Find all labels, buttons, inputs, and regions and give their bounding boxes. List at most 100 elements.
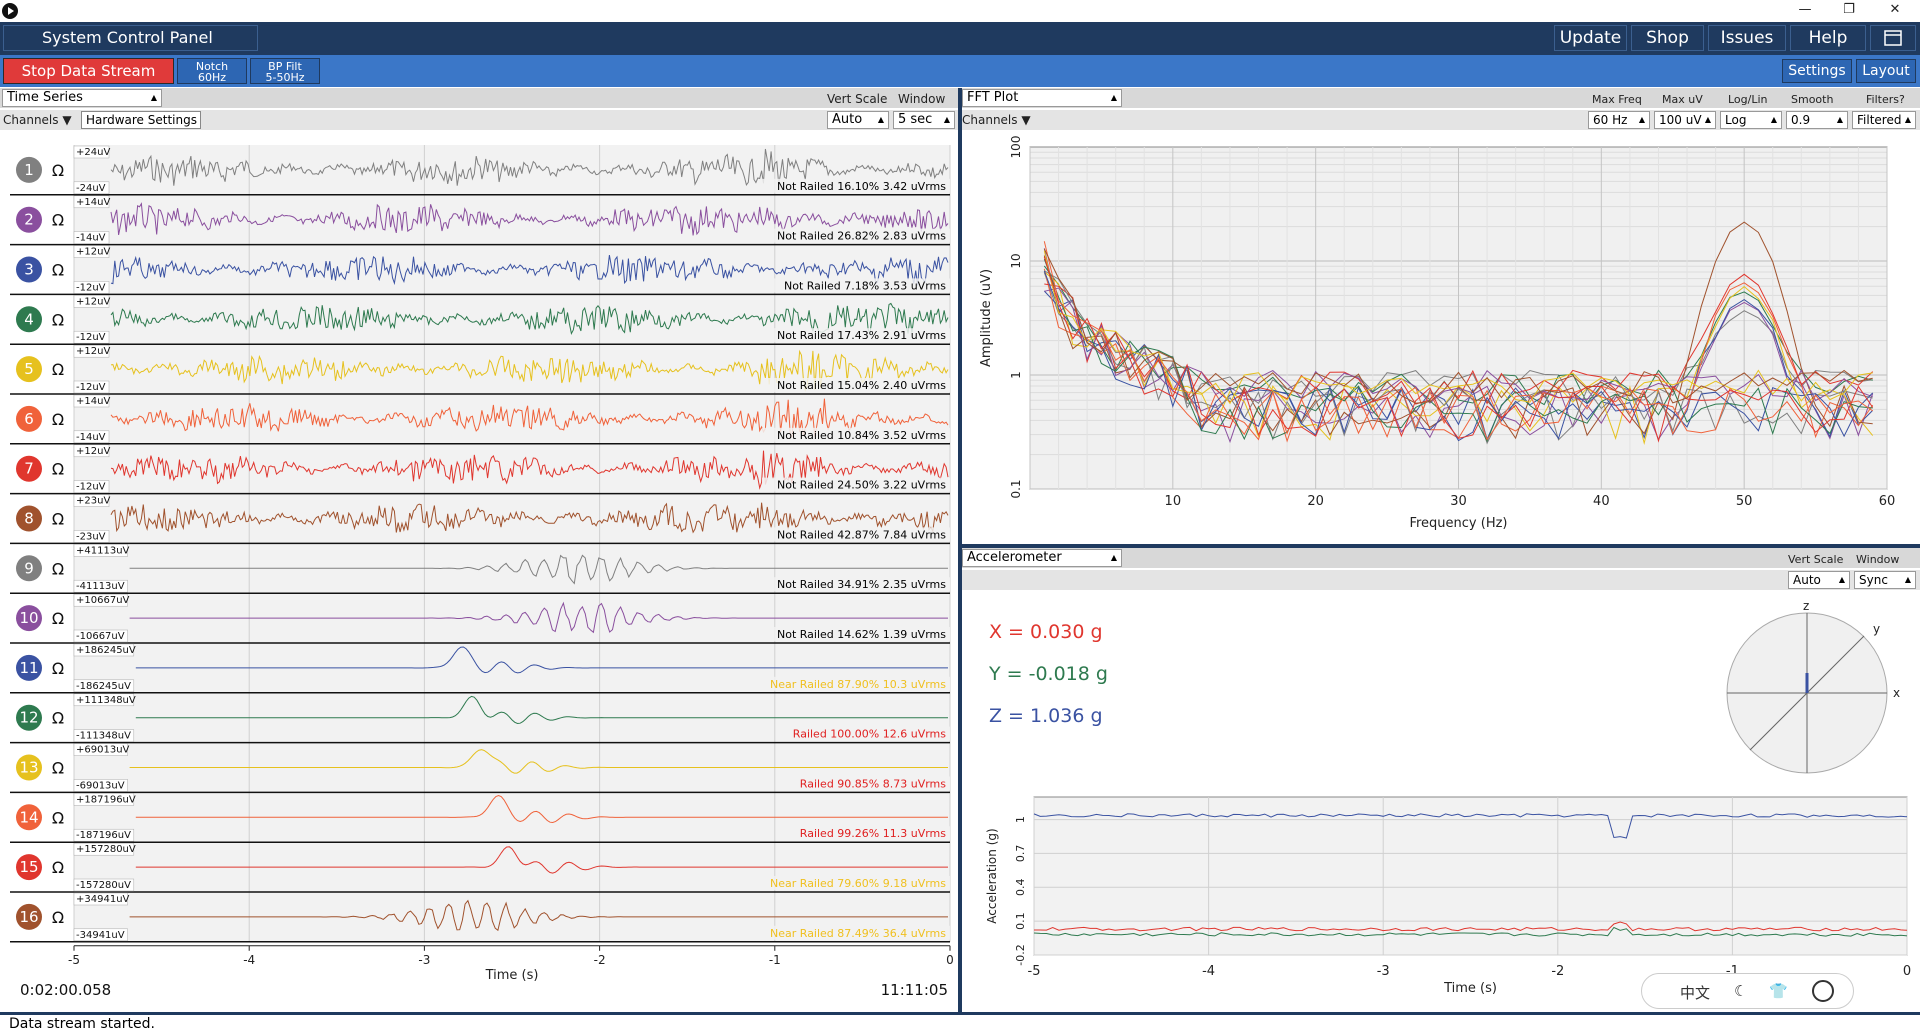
channel-12-toggle[interactable]: [16, 704, 42, 731]
channel-number: 1: [24, 161, 34, 179]
smooth-select[interactable]: 0.9 ▲: [1786, 111, 1848, 129]
channel-11-toggle[interactable]: [16, 654, 42, 681]
fft-accel-divider: [962, 544, 1920, 548]
max-uv-select[interactable]: 100 uV ▲: [1654, 111, 1716, 129]
impedance-icon[interactable]: Ω: [52, 510, 64, 529]
impedance-icon[interactable]: Ω: [52, 310, 64, 329]
filters-select[interactable]: Filtered ▲: [1852, 111, 1916, 129]
max-freq-select[interactable]: 60 Hz ▲: [1588, 111, 1650, 129]
channel-5-toggle[interactable]: [16, 356, 42, 383]
notch-filter-button[interactable]: Notch 60Hz: [177, 58, 247, 84]
impedance-icon[interactable]: Ω: [52, 410, 64, 429]
channel-7-trace: [110, 450, 949, 490]
fft-title: FFT Plot: [967, 90, 1019, 105]
channel-16-trace: [129, 899, 948, 932]
impedance-icon[interactable]: Ω: [52, 161, 64, 180]
orientation-y-label: y: [1873, 622, 1880, 636]
impedance-icon[interactable]: Ω: [52, 808, 64, 827]
hardware-settings-button[interactable]: Hardware Settings: [81, 111, 201, 129]
accel-widget-select[interactable]: Accelerometer ▲: [962, 549, 1122, 567]
impedance-icon[interactable]: Ω: [52, 609, 64, 628]
channel-8-toggle[interactable]: [16, 505, 42, 532]
scale-top-label: +34941uV: [76, 894, 130, 905]
impedance-icon[interactable]: Ω: [52, 759, 64, 778]
minimize-button[interactable]: —: [1798, 2, 1812, 17]
fft-subheader: Channels ▼ 60 Hz ▲ 100 uV ▲ Log ▲ 0.9 ▲ Filt…: [962, 110, 1920, 130]
fft-trace: [1043, 270, 1874, 442]
impedance-icon[interactable]: Ω: [52, 709, 64, 728]
fft-channels-dropdown[interactable]: Channels ▼: [962, 113, 1031, 127]
accel-x-tick-label: -2: [1551, 964, 1564, 979]
ime-avatar-icon[interactable]: [1812, 980, 1834, 1002]
ime-language-button[interactable]: 中文: [1680, 984, 1711, 1002]
restore-button[interactable]: ❐: [1843, 2, 1855, 17]
channel-2-toggle[interactable]: [16, 206, 42, 233]
channel-4-toggle[interactable]: [16, 306, 42, 333]
ime-toolbar[interactable]: 中文 ☾ 👕: [1641, 973, 1854, 1009]
impedance-icon[interactable]: Ω: [52, 858, 64, 877]
fft-widget-select[interactable]: FFT Plot ▲: [962, 89, 1122, 107]
scale-label-box: [73, 444, 110, 458]
impedance-icon[interactable]: Ω: [52, 211, 64, 230]
channel-10-toggle[interactable]: [16, 605, 42, 632]
scale-bottom-label: -10667uV: [76, 631, 125, 642]
issues-button[interactable]: Issues: [1708, 25, 1786, 51]
scale-label-box: [73, 494, 110, 507]
impedance-icon[interactable]: Ω: [52, 559, 64, 578]
window-select[interactable]: 5 sec ▲: [893, 111, 955, 129]
accel-vert-scale-label: Vert Scale: [1788, 553, 1844, 566]
impedance-icon[interactable]: Ω: [52, 460, 64, 479]
screenshot-icon[interactable]: [1870, 25, 1916, 51]
channel-1-status: Not Railed 16.10% 3.42 uVrms: [777, 180, 946, 193]
bandpass-filter-button[interactable]: BP Filt 5-50Hz: [250, 58, 320, 84]
channel-16-toggle[interactable]: [16, 903, 42, 930]
settings-button[interactable]: Settings: [1782, 59, 1852, 83]
scale-top-label: +24uV: [76, 147, 110, 158]
channel-14-toggle[interactable]: [16, 804, 42, 831]
skin-icon[interactable]: 👕: [1769, 982, 1788, 1000]
channel-3-toggle[interactable]: [16, 256, 42, 283]
scale-bottom-label: -12uV: [76, 482, 106, 493]
channel-7-toggle[interactable]: [16, 455, 42, 482]
channel-9-toggle[interactable]: [16, 555, 42, 582]
layout-button[interactable]: Layout: [1856, 59, 1916, 83]
shop-button[interactable]: Shop: [1631, 25, 1704, 51]
channel-4-trace: [110, 302, 949, 336]
channel-13-toggle[interactable]: [16, 754, 42, 781]
channel-number: 3: [24, 261, 34, 279]
log-lin-select[interactable]: Log ▲: [1720, 111, 1782, 129]
scale-label-box: [73, 145, 110, 159]
impedance-icon[interactable]: Ω: [52, 659, 64, 678]
stop-data-stream-button[interactable]: Stop Data Stream: [3, 58, 174, 84]
channel-number: 11: [19, 659, 38, 677]
channel-1-toggle[interactable]: [16, 156, 42, 183]
system-control-panel-button[interactable]: System Control Panel: [3, 25, 258, 51]
scale-label-box: [73, 281, 110, 294]
status-bg: [762, 228, 950, 243]
accel-vert-scale-select[interactable]: Auto ▲: [1788, 571, 1850, 589]
fft-trace: [1043, 256, 1874, 443]
channel-6-toggle[interactable]: [16, 405, 42, 432]
close-button[interactable]: ✕: [1889, 2, 1901, 17]
time-series-widget-select[interactable]: Time Series ▲: [2, 89, 162, 107]
channel-12-status: Railed 100.00% 12.6 uVrms: [793, 728, 946, 741]
status-bg: [788, 826, 950, 841]
accel-x-tick-label: 0: [1903, 964, 1911, 979]
channel-15-toggle[interactable]: [16, 854, 42, 881]
channel-number: 14: [19, 808, 38, 826]
impedance-icon[interactable]: Ω: [52, 360, 64, 379]
moon-icon[interactable]: ☾: [1734, 982, 1748, 1000]
fft-header: FFT Plot ▲ Max Freq Max uV Log/Lin Smooth…: [962, 88, 1920, 108]
channels-dropdown[interactable]: Channels ▼: [3, 113, 72, 127]
help-button[interactable]: Help: [1790, 25, 1866, 51]
scale-label-box: [73, 380, 110, 394]
vert-scale-select[interactable]: Auto ▲: [827, 111, 889, 129]
scale-bottom-label: -12uV: [76, 382, 106, 393]
impedance-icon[interactable]: Ω: [52, 261, 64, 280]
scale-label-box: [73, 181, 110, 195]
update-button[interactable]: Update: [1554, 25, 1627, 51]
accel-window-select[interactable]: Sync ▲: [1854, 571, 1916, 589]
channel-11-trace: [135, 646, 948, 674]
impedance-icon[interactable]: Ω: [52, 908, 64, 927]
accel-y-tick-label: 1: [1014, 816, 1027, 823]
